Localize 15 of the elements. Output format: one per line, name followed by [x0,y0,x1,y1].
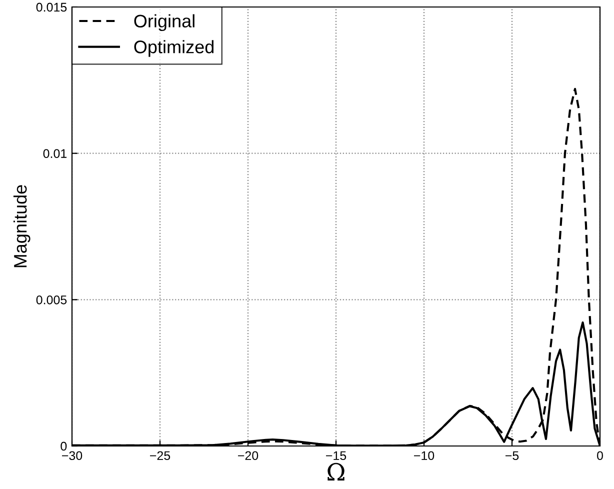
x-axis-title: Ω [328,462,344,480]
x-tick-label: −10 [414,451,434,460]
y-tick-label: 0.015 [36,2,67,12]
x-tick-label: 0 [597,451,603,460]
y-tick-label: 0 [60,442,67,451]
y-tick-label: 0.01 [43,149,67,158]
x-tick-label: −15 [326,451,346,460]
y-axis-title: Magnitude [13,185,30,268]
y-tick-label: 0.005 [36,295,67,304]
legend-label: Optimized [134,40,214,57]
x-tick-label: −5 [505,451,519,460]
x-tick-label: −30 [62,451,82,460]
x-tick-label: −25 [150,451,170,460]
x-tick-label: −20 [238,451,258,460]
legend-label: Original [134,14,194,32]
